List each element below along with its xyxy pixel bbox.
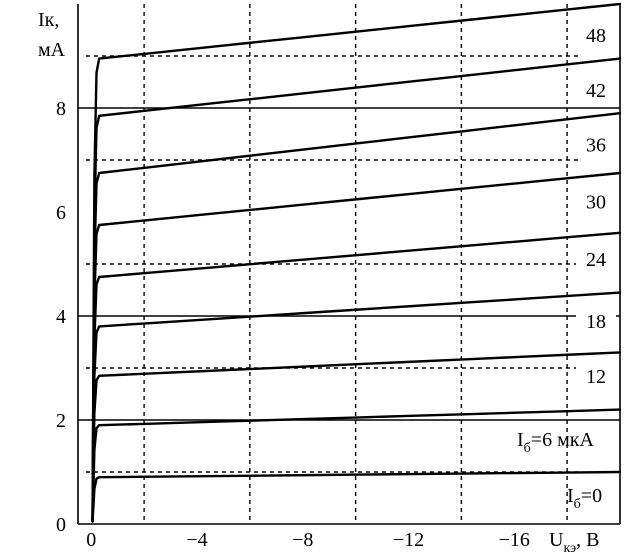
curve-label-bg-5 — [576, 307, 616, 334]
y-axis-label-line2: мА — [38, 39, 66, 61]
grid-layer — [78, 4, 620, 524]
ib0-tail: =0 — [581, 485, 602, 507]
curve-label-ib6: Iб=6 мкА — [517, 429, 594, 456]
ib0-main: I — [567, 485, 574, 507]
x-tick-label-1: −4 — [186, 529, 207, 551]
frame-layer — [77, 4, 621, 525]
curve-label-1: 42 — [586, 80, 606, 102]
curve-series-3 — [91, 291, 622, 523]
curve-series-7 — [91, 57, 622, 523]
ib0-sub: б — [574, 497, 581, 512]
curve-series-4 — [91, 231, 622, 523]
curve-label-bg-4 — [576, 244, 616, 271]
curve-label-5: 18 — [586, 311, 606, 333]
ib6-sub: б — [524, 441, 531, 456]
curve-label-bg-6 — [576, 361, 616, 388]
curve-label-bg-1 — [576, 75, 616, 102]
x-tick-label-2: −8 — [292, 529, 313, 551]
x-tick-label-0: 0 — [86, 529, 96, 551]
curve-label-3: 30 — [586, 192, 606, 214]
y-tick-label-1: 2 — [56, 410, 66, 432]
curve-label-4: 24 — [586, 249, 606, 271]
curve-series-8 — [91, 2, 622, 523]
y-tick-label-4: 8 — [56, 98, 66, 120]
ib6-main: I — [517, 429, 524, 451]
curve-label-6: 12 — [586, 366, 606, 388]
curve-label-bg-2 — [576, 130, 616, 157]
y-axis-label-line1: Iк, — [38, 9, 59, 31]
x-axis-label-tail: , В — [576, 529, 599, 551]
curve-label-bg-3 — [576, 187, 616, 214]
curve-label-ib0: Iб=0 — [567, 485, 602, 512]
x-axis-label: Uкэ, В — [549, 529, 599, 556]
y-tick-label-0: 0 — [56, 514, 66, 536]
x-axis-label-sub: кэ — [563, 541, 576, 556]
curve-series-0 — [91, 470, 622, 523]
x-axis-label-main: U — [549, 529, 564, 551]
y-tick-label-2: 4 — [56, 306, 66, 328]
curve-series-6 — [91, 112, 622, 523]
curve-label-2: 36 — [586, 134, 606, 156]
curve-series-5 — [91, 171, 622, 523]
curve-series-2 — [91, 351, 622, 523]
x-tick-label-3: −12 — [393, 529, 424, 551]
curve-labels: 48 42 36 30 24 18 12 — [576, 21, 616, 388]
x-tick-label-4: −16 — [499, 529, 530, 551]
curve-label-bg-0 — [576, 21, 616, 48]
curves-layer — [91, 2, 622, 523]
tick-labels: 0 −4 −8 −12 −16 0 2 4 6 8 — [56, 98, 530, 551]
curve-label-0: 48 — [586, 25, 606, 47]
ib6-tail: =6 мкА — [531, 429, 595, 451]
curve-series-1 — [91, 408, 622, 523]
y-tick-label-3: 6 — [56, 202, 66, 224]
